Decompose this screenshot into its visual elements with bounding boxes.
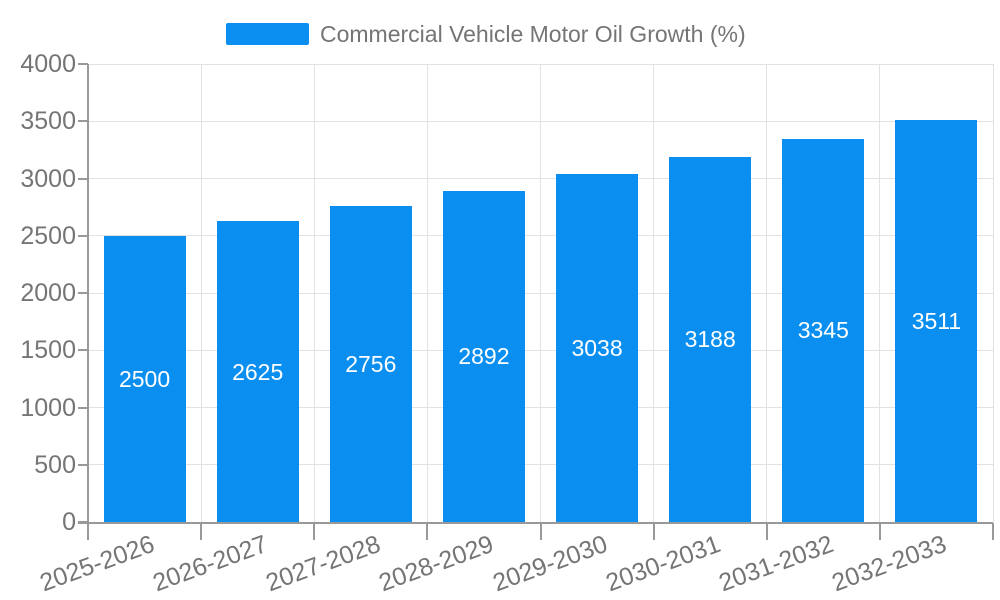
y-tick [78,177,88,180]
x-gridline [313,64,315,522]
x-gridline [879,64,881,522]
x-tick [652,523,655,540]
legend[interactable]: Commercial Vehicle Motor Oil Growth (%) [226,21,746,47]
x-gridline [426,64,428,522]
x-gridline [653,64,655,522]
x-tick [313,523,316,540]
bar[interactable] [895,119,978,522]
bar[interactable] [216,221,299,522]
y-tick [78,120,88,123]
x-axis-label: 2032-2033 [828,530,951,598]
x-axis-label: 2026-2027 [149,530,272,598]
y-axis-line [87,64,89,524]
x-axis-label: 2025-2026 [36,530,159,598]
x-gridline [766,64,768,522]
y-axis-label: 2500 [20,221,76,250]
y-tick [78,349,88,352]
y-tick [78,63,88,65]
x-tick [426,523,429,540]
y-axis-label: 1000 [20,393,76,422]
y-axis-label: 4000 [20,50,76,78]
legend-label[interactable]: Commercial Vehicle Motor Oil Growth (%) [320,21,746,47]
bar[interactable] [442,190,525,522]
legend-swatch[interactable] [226,23,309,45]
x-gridline [992,64,994,522]
y-tick [78,406,88,409]
y-axis-label: 3000 [20,164,76,193]
y-axis-label: 500 [34,450,76,479]
x-axis-label: 2027-2028 [262,530,385,598]
x-tick [87,523,89,540]
y-tick [78,463,88,466]
y-axis-label: 1500 [20,336,76,365]
x-gridline [540,64,541,522]
bar[interactable] [669,156,752,522]
x-axis-label: 2031-2032 [714,530,837,598]
bar[interactable] [329,206,412,522]
y-axis-label: 3500 [20,107,76,136]
y-tick [78,292,88,294]
bar[interactable] [103,235,186,522]
x-axis-label: 2030-2031 [601,530,724,598]
x-tick [765,523,768,540]
y-tick [78,234,88,237]
x-gridline [200,64,202,522]
x-axis-label: 2028-2029 [375,530,498,598]
x-axis-line [78,522,993,524]
x-tick [200,523,203,540]
x-axis-label: 2029-2030 [488,530,611,598]
bar[interactable] [556,174,639,522]
x-tick [992,523,994,540]
y-axis-label: 0 [62,508,76,536]
x-tick [878,523,881,540]
bar[interactable] [782,138,865,522]
x-tick [539,523,542,540]
y-axis-label: 2000 [20,279,76,307]
